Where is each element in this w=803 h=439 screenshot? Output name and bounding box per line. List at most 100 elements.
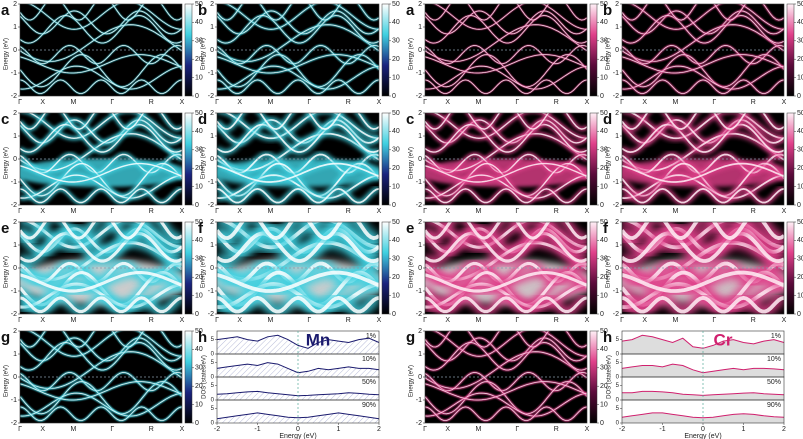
y-axis-label: DOS (states/eV) xyxy=(202,355,208,399)
panel: b -2 -1 0 1 2 Energy (eV) Γ X M Γ R X 0 10 20 30 40 50 xyxy=(603,1,803,106)
y-axis-label: Energy (eV) xyxy=(606,38,612,70)
k-point-label: X xyxy=(642,99,647,106)
y-tick-label: 0 xyxy=(13,374,17,381)
k-point-label: X xyxy=(445,426,450,433)
y-tick-label: 2 xyxy=(418,1,422,8)
y-axis-label: Energy (eV) xyxy=(201,38,207,70)
colorbar-tick-label: 10 xyxy=(392,183,400,190)
k-point-label: M xyxy=(71,426,77,433)
y-tick-label: -1 xyxy=(416,288,422,295)
band-core xyxy=(425,231,587,263)
band-core xyxy=(28,113,182,140)
k-point-label: Γ xyxy=(18,208,22,215)
panel: d -2 -1 0 1 2 Energy (eV) Γ X M Γ R X 0 10 20 30 40 50 xyxy=(198,110,400,215)
band-core xyxy=(425,337,587,362)
panel-label: h xyxy=(198,329,207,346)
panel-label: f xyxy=(198,220,204,237)
y-axis-label: Energy (eV) xyxy=(606,147,612,179)
colorbar-tick-label: 20 xyxy=(195,383,203,390)
y-tick-label: -1 xyxy=(208,288,214,295)
k-point-label: X xyxy=(40,99,45,106)
colorbar xyxy=(381,3,390,97)
colorbar-tick-label: 10 xyxy=(600,292,608,299)
band-core xyxy=(20,15,182,44)
k-point-label: M xyxy=(476,99,482,106)
k-point-label: M xyxy=(268,99,274,106)
colorbar-tick-label: 10 xyxy=(600,183,608,190)
colorbar-tick-label: 20 xyxy=(195,274,203,281)
k-point-label: Γ xyxy=(515,99,519,106)
panel: g -2 -1 0 1 2 Energy (eV) Γ X M Γ R X 0 10 20 30 40 50 xyxy=(406,328,608,433)
band-core xyxy=(425,162,587,183)
colorbar xyxy=(184,330,193,424)
band-core xyxy=(20,45,182,65)
y-tick-label: 2 xyxy=(210,219,214,226)
k-point-label: R xyxy=(149,317,154,324)
band-core xyxy=(20,188,182,204)
y-tick-label: 0 xyxy=(211,375,215,381)
y-tick-label: -1 xyxy=(416,397,422,404)
colorbar xyxy=(381,112,390,206)
series-label: 50% xyxy=(362,379,376,386)
colorbar-tick-label: 40 xyxy=(195,19,203,26)
series-label: 10% xyxy=(767,356,781,363)
y-tick-label: -1 xyxy=(613,70,619,77)
k-point-label: Γ xyxy=(110,426,114,433)
band-core xyxy=(622,24,784,62)
band-core xyxy=(622,231,784,264)
y-tick-label: -2 xyxy=(416,420,422,427)
y-tick-label: -1 xyxy=(11,288,17,295)
bands xyxy=(622,4,784,95)
y-tick-label: 2 xyxy=(210,110,214,117)
y-tick-label: 2 xyxy=(418,110,422,117)
band-core xyxy=(217,270,379,293)
bands xyxy=(20,331,182,422)
k-point-label: X xyxy=(782,208,787,215)
band-core xyxy=(425,342,587,371)
y-tick-label: 0 xyxy=(13,156,17,163)
x-tick-label: 2 xyxy=(377,426,381,433)
bands xyxy=(20,4,182,95)
band-core xyxy=(20,406,182,421)
colorbar-tick-label: 50 xyxy=(600,328,608,335)
colorbar-tick-label: 20 xyxy=(797,274,803,281)
k-point-label: X xyxy=(40,208,45,215)
colorbar-tick-label: 20 xyxy=(600,383,608,390)
band-core xyxy=(433,113,587,140)
colorbar-tick-label: 10 xyxy=(797,74,803,81)
panel-label: b xyxy=(603,2,612,19)
k-point-label: Γ xyxy=(110,208,114,215)
y-tick-label: 0 xyxy=(211,421,215,427)
band-core xyxy=(217,174,379,199)
panel-label: c xyxy=(406,111,414,128)
colorbar-tick-label: 10 xyxy=(195,183,203,190)
k-point-label: Γ xyxy=(18,426,22,433)
colorbar-tick-label: 20 xyxy=(195,56,203,63)
colorbar xyxy=(381,221,390,315)
colorbar-tick-label: 10 xyxy=(392,74,400,81)
y-tick-label: 0 xyxy=(616,375,620,381)
bands xyxy=(425,113,587,205)
colorbar-tick-label: 20 xyxy=(600,165,608,172)
k-point-label: X xyxy=(180,426,185,433)
y-tick-label: -1 xyxy=(613,179,619,186)
element-label: Cr xyxy=(714,330,733,349)
band-core xyxy=(434,4,587,30)
bands xyxy=(425,222,587,314)
k-point-label: Γ xyxy=(620,317,624,324)
k-point-label: Γ xyxy=(423,426,427,433)
panel: b -2 -1 0 1 2 Energy (eV) Γ X M Γ R X 0 10 20 30 40 50 xyxy=(198,1,400,106)
y-tick-label: -1 xyxy=(208,179,214,186)
x-tick-label: 1 xyxy=(742,426,746,433)
x-tick-label: -2 xyxy=(619,426,625,433)
colorbar-tick-label: 0 xyxy=(195,420,199,427)
colorbar-tick-label: 30 xyxy=(600,38,608,45)
k-point-label: M xyxy=(71,208,77,215)
y-tick-label: 0 xyxy=(418,156,422,163)
y-tick-label: -1 xyxy=(416,179,422,186)
k-point-label: Γ xyxy=(18,99,22,106)
k-point-label: R xyxy=(554,208,559,215)
k-point-label: Γ xyxy=(423,208,427,215)
k-point-label: Γ xyxy=(110,99,114,106)
y-tick-label: -2 xyxy=(11,420,17,427)
